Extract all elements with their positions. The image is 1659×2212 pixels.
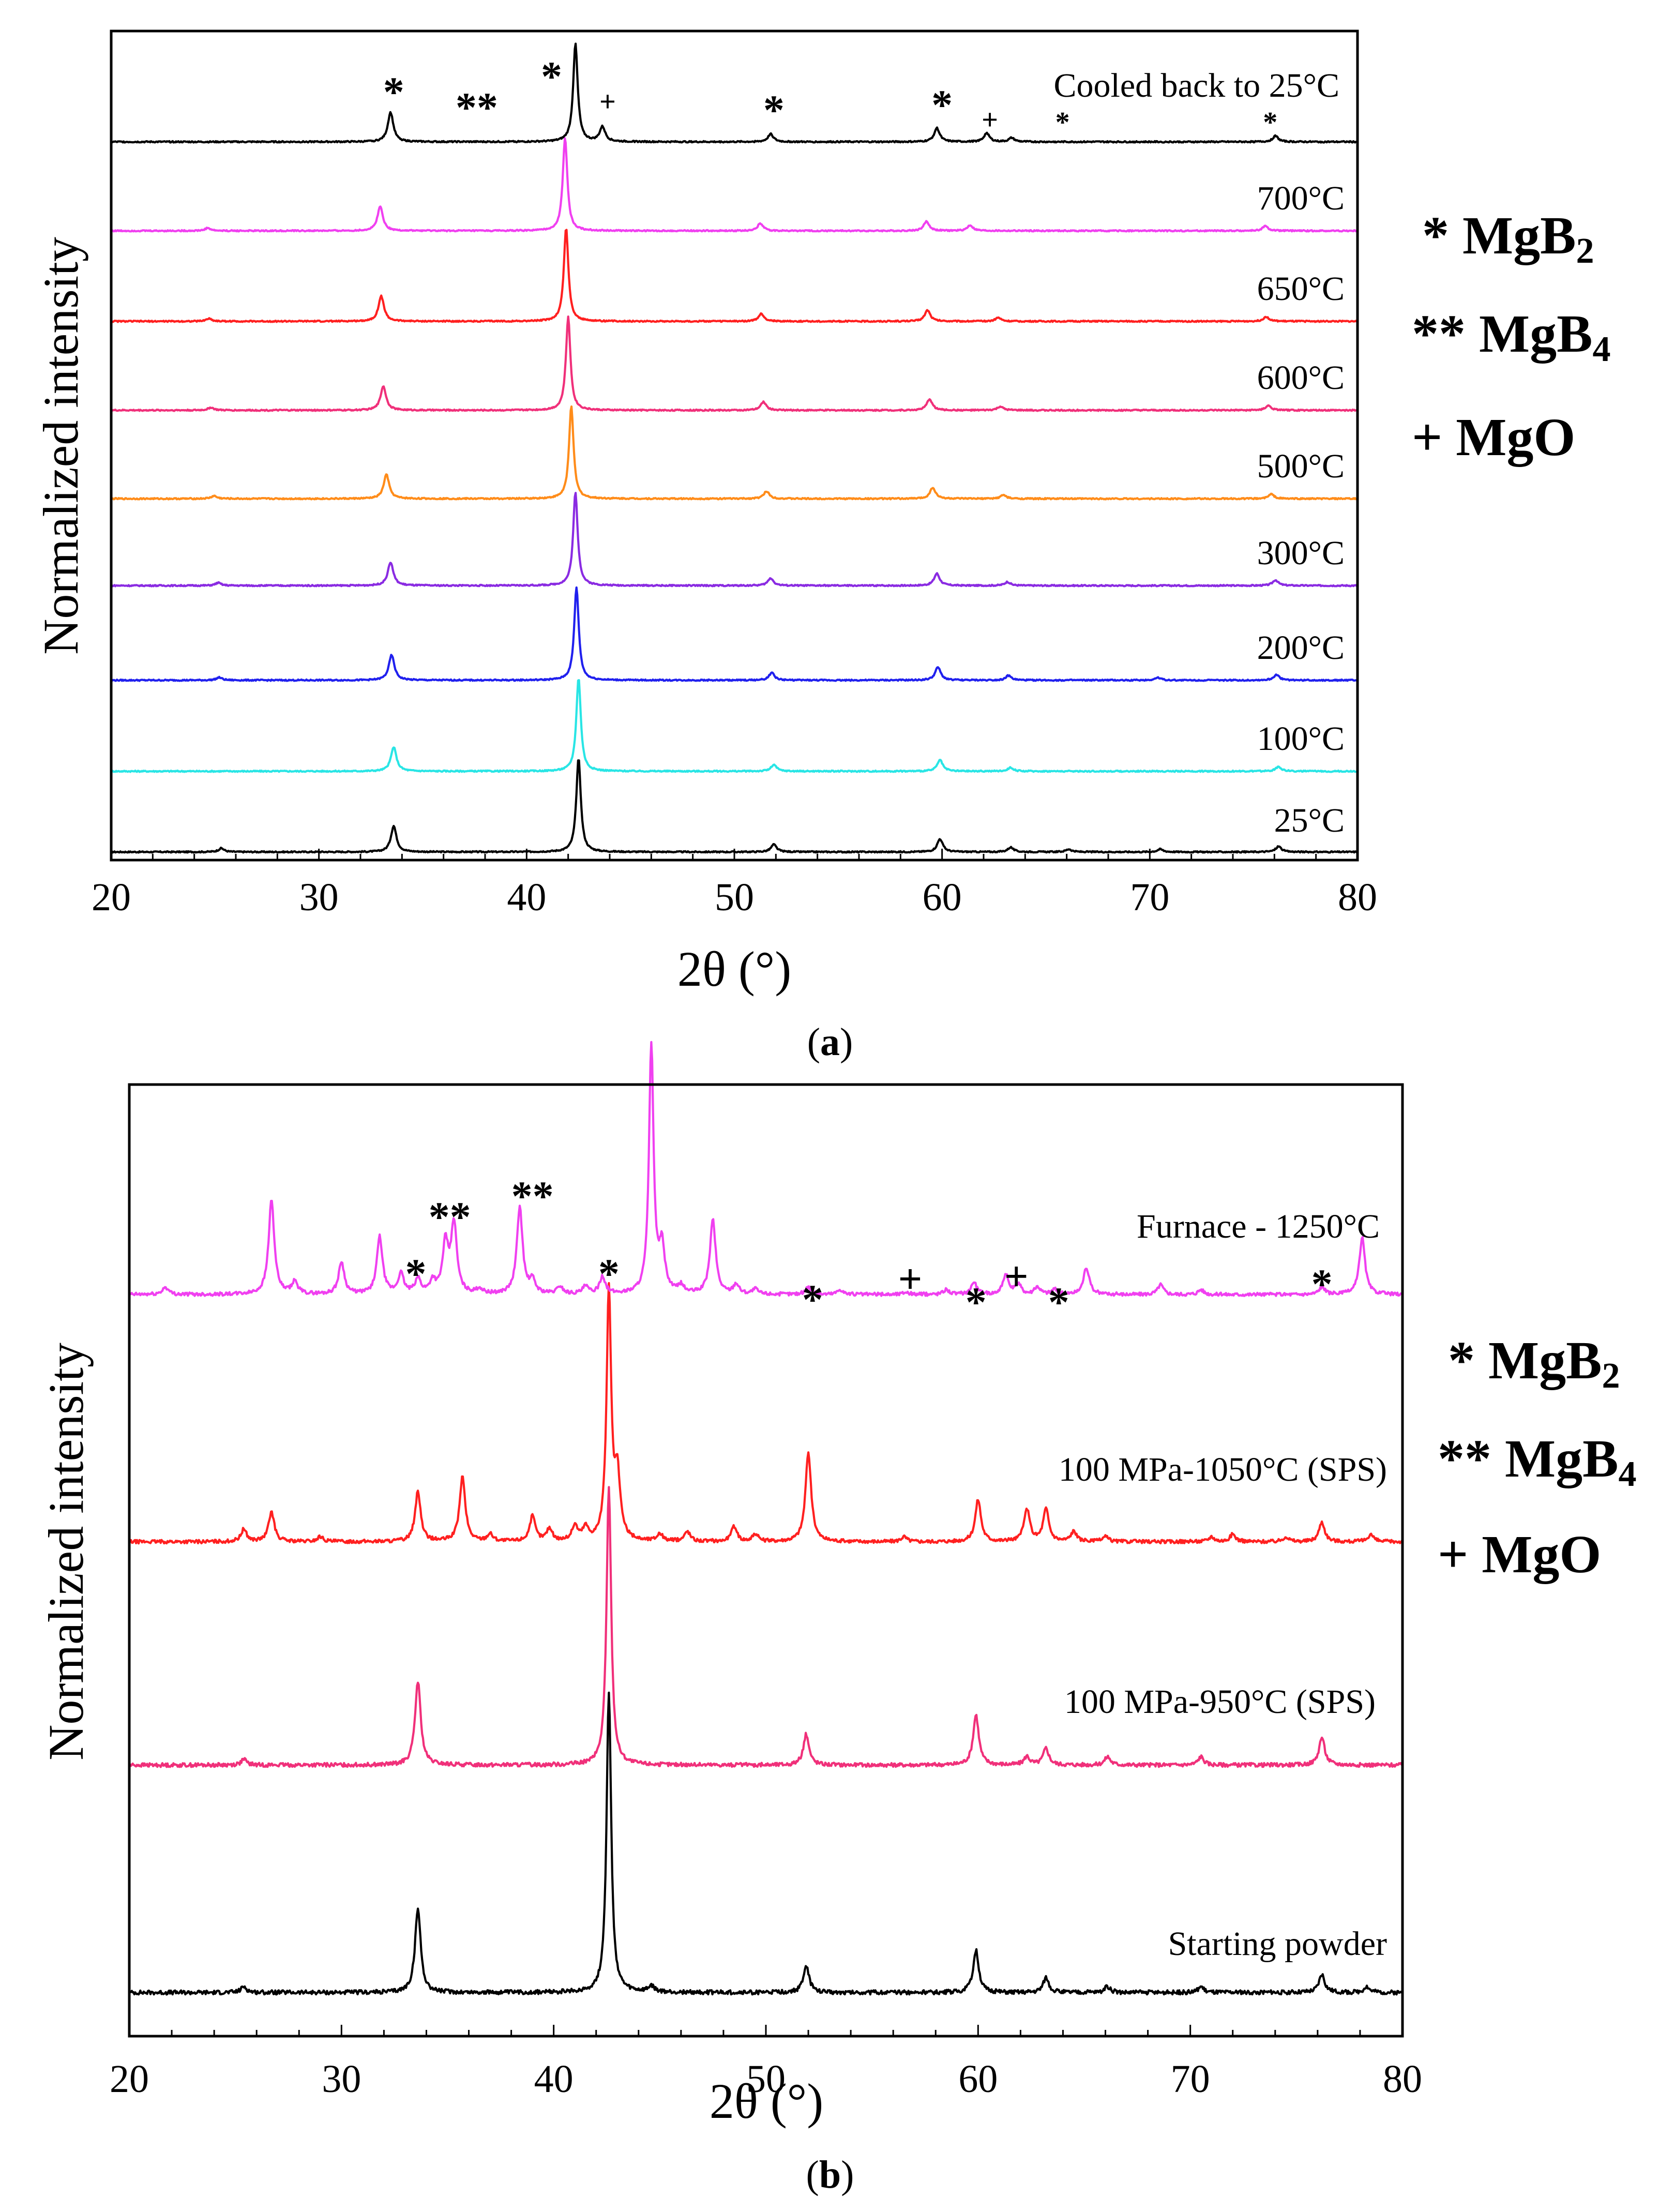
series-label: Furnace - 1250°C <box>1137 1208 1380 1245</box>
series-label: 100°C <box>1257 720 1345 758</box>
series-label: 100 MPa-1050°C (SPS) <box>1059 1451 1387 1488</box>
series-label: 500°C <box>1257 447 1345 485</box>
series-line-starting-powder <box>128 1691 1404 1996</box>
panel-a: 25°C 100°C 200°C 300°C 500°C 600°C 650°C 700°C C… <box>33 29 1611 1064</box>
series-line-500-c <box>111 405 1359 501</box>
x-tick-label: 20 <box>110 2057 149 2101</box>
panel-b-plot-area: Starting powder 100 MPa-950°C (SPS) 100 MP… <box>128 1041 1404 1996</box>
series-line-200-c <box>110 586 1358 682</box>
series-label: 100 MPa-950°C (SPS) <box>1064 1683 1376 1721</box>
caption-b: (b) <box>806 2153 854 2196</box>
x-tick-label: 30 <box>299 876 339 919</box>
phase-marker: * <box>1263 107 1277 139</box>
phase-marker: + <box>982 104 998 136</box>
series-line-100-mpa-1050-c-sps- <box>129 1282 1404 1545</box>
series-label: 25°C <box>1274 802 1345 839</box>
x-tick-label: 40 <box>534 2057 574 2101</box>
series-label: 700°C <box>1257 179 1345 217</box>
series-label: Cooled back to 25°C <box>1054 67 1340 104</box>
series-label: 300°C <box>1257 534 1345 572</box>
series-label: 200°C <box>1257 629 1345 667</box>
panel-a-plot-area: 25°C 100°C 200°C 300°C 500°C 600°C 650°C 700°C C… <box>110 42 1359 854</box>
phase-marker: * <box>802 1276 823 1323</box>
x-tick-label: 80 <box>1383 2057 1422 2101</box>
series-line-600-c <box>110 315 1359 412</box>
series-line-300-c <box>111 492 1358 588</box>
panel-b-y-axis-title: Normalized intensity <box>38 1343 94 1760</box>
series-line-cooled-back-to-25-c <box>110 42 1358 144</box>
phase-marker: * <box>931 81 953 128</box>
phase-marker: + <box>898 1255 923 1302</box>
x-tick-label: 60 <box>958 2057 998 2101</box>
caption-a: (a) <box>807 1020 853 1064</box>
legend-b-mgb2: * MgB2 <box>1448 1331 1620 1396</box>
phase-marker: ** <box>511 1172 554 1220</box>
legend-a-mgb4: ** MgB4 <box>1412 304 1611 369</box>
series-line-100-mpa-950-c-sps- <box>128 1486 1404 1768</box>
legend-a-mgo: + MgO <box>1412 408 1575 467</box>
x-tick-label: 50 <box>715 876 754 919</box>
series-line-100-c <box>110 679 1358 773</box>
phase-marker: * <box>383 68 404 115</box>
phase-marker: ** <box>456 84 498 131</box>
panel-b-x-axis-title: 2θ (°) <box>710 2073 823 2129</box>
legend-b-mgo: + MgO <box>1438 1525 1601 1584</box>
x-tick-label: 20 <box>92 876 131 919</box>
phase-marker: * <box>966 1278 987 1326</box>
x-tick-label: 80 <box>1338 876 1377 919</box>
x-tick-label: 30 <box>322 2057 361 2101</box>
x-tick-label: 70 <box>1171 2057 1210 2101</box>
x-tick-label: 40 <box>507 876 546 919</box>
panel-a-x-axis-title: 2θ (°) <box>677 941 791 997</box>
panel-b: Starting powder 100 MPa-950°C (SPS) 100 MP… <box>38 1041 1637 2196</box>
series-label: 600°C <box>1257 359 1345 397</box>
phase-marker: * <box>405 1250 426 1297</box>
series-line-furnace-1250-c <box>128 1041 1403 1297</box>
phase-marker: + <box>1004 1253 1029 1300</box>
series-line-700-c <box>111 137 1358 233</box>
phase-marker: * <box>598 1250 620 1297</box>
panel-b-legend: * MgB2 ** MgB4 + MgO <box>1438 1331 1637 1584</box>
panel-a-legend: * MgB2 ** MgB4 + MgO <box>1412 206 1611 467</box>
series-label: 650°C <box>1257 270 1345 308</box>
phase-marker: + <box>599 86 616 118</box>
phase-marker: ** <box>429 1193 471 1240</box>
panel-a-y-axis-title: Normalized intensity <box>33 237 88 655</box>
legend-a-mgb2: * MgB2 <box>1422 206 1594 271</box>
panel-a-x-axis: 20 30 40 50 60 70 80 <box>92 849 1377 919</box>
phase-marker: * <box>1048 1278 1069 1326</box>
x-tick-label: 70 <box>1130 876 1169 919</box>
legend-b-mgb4: ** MgB4 <box>1438 1429 1637 1494</box>
x-tick-label: 60 <box>923 876 962 919</box>
phase-marker: * <box>1311 1260 1333 1307</box>
series-line-650-c <box>111 229 1358 323</box>
phase-marker: * <box>763 86 785 133</box>
x-tick-label: 50 <box>746 2057 786 2101</box>
phase-marker: * <box>1055 107 1070 139</box>
panel-b-x-axis: 20 30 40 50 60 70 80 <box>110 2025 1422 2101</box>
series-label: Starting powder <box>1168 1925 1387 1963</box>
phase-marker: * <box>541 53 562 100</box>
